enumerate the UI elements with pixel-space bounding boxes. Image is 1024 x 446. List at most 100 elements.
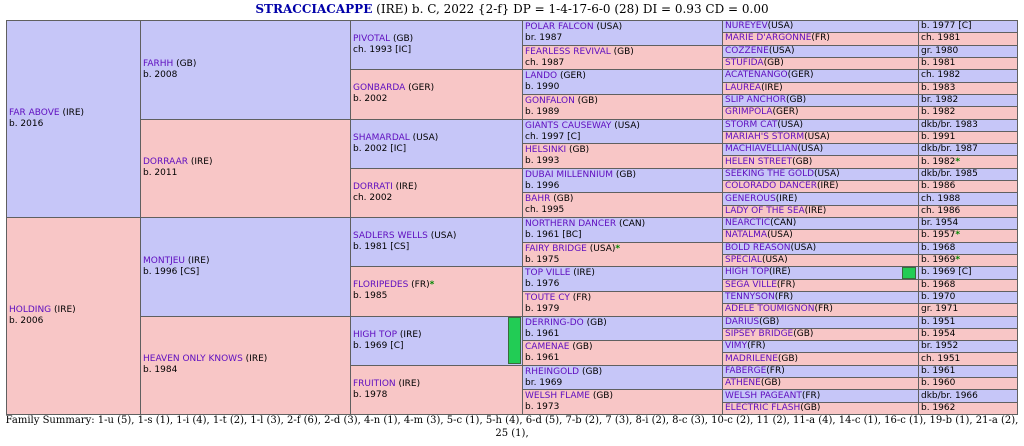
pedigree-cell-gen3: DORRATI (IRE) ch. 2002: [350, 167, 523, 218]
ancestor-country: (USA): [427, 231, 457, 242]
ancestor-name-link[interactable]: PIVOTAL: [353, 34, 391, 45]
pedigree-title: STRACCIACAPPE (IRE) b. C, 2022 {2-f} DP …: [0, 2, 1024, 16]
ancestor-name-link[interactable]: GIANTS CAUSEWAY: [525, 120, 612, 131]
ancestor-foaling: b. 1978: [353, 389, 388, 400]
ancestor-name-link[interactable]: SPECIAL: [725, 255, 762, 266]
pedigree-cell-gen5: NEARCTIC (CAN): [722, 217, 919, 231]
ancestor-country: (USA): [797, 144, 824, 155]
ancestor-name-link[interactable]: MADRILENE: [725, 353, 778, 364]
ancestor-name-link[interactable]: MARIAH'S STORM: [725, 131, 805, 142]
ancestor-name-link[interactable]: DORRATI: [353, 181, 393, 192]
ancestor-name-link[interactable]: ELECTRIC FLASH: [725, 402, 801, 413]
ancestor-name-link[interactable]: HEAVEN ONLY KNOWS: [143, 354, 243, 365]
ancestor-name-link[interactable]: TOP VILLE: [525, 268, 571, 279]
ancestor-country: (IRE): [242, 354, 268, 365]
ancestor-name-link[interactable]: TOUTE CY: [525, 292, 570, 303]
ancestor-name-link[interactable]: RHEINGOLD: [525, 366, 580, 377]
pedigree-cell-gen4: HELSINKI (GB) b. 1993: [522, 143, 723, 169]
ancestor-name-link[interactable]: DORRAAR: [143, 157, 188, 168]
ancestor-name-link[interactable]: WELSH FLAME: [525, 391, 590, 402]
ancestor-country: (USA): [768, 45, 795, 56]
ancestor-foaling: dkb/br. 1966: [921, 390, 978, 401]
ancestor-name-link[interactable]: BOLD REASON: [725, 242, 791, 253]
horse-name-link[interactable]: STRACCIACAPPE: [255, 2, 373, 16]
ancestor-name-link[interactable]: FABERGE: [725, 365, 767, 376]
ancestor-name-link[interactable]: HELSINKI: [525, 145, 567, 156]
pedigree-cell-gen5: SLIP ANCHOR (GB): [722, 93, 919, 108]
ancestor-name-link[interactable]: HELEN STREET: [725, 156, 793, 167]
pedigree-cell-gen5: COLORADO DANCER (IRE): [722, 180, 919, 194]
ancestor-name-link[interactable]: FARHH: [143, 58, 174, 69]
ancestor-name-link[interactable]: STUFIDA: [725, 58, 764, 69]
ancestor-name-link[interactable]: SEEKING THE GOLD: [725, 168, 815, 179]
ancestor-name-link[interactable]: FEARLESS REVIVAL: [525, 46, 611, 57]
pedigree-cell-gen5-info: b. 1982 *: [918, 155, 1018, 169]
ancestor-name-link[interactable]: ATHENE: [725, 378, 761, 389]
ancestor-name-link[interactable]: DERRING-DO: [525, 317, 584, 328]
ancestor-name-link[interactable]: SLIP ANCHOR: [725, 95, 786, 106]
pedigree-cell-gen4: DUBAI MILLENNIUM (GB) b. 1996: [522, 167, 723, 194]
ancestor-name-link[interactable]: NATALMA: [725, 230, 768, 241]
ancestor-name-link[interactable]: HOLDING: [9, 305, 52, 315]
ancestor-country: (GB): [800, 402, 821, 413]
ancestor-foaling: b. 1969 [C]: [353, 340, 404, 351]
pedigree-cell-gen5: MARIE D'ARGONNE (FR): [722, 32, 919, 46]
ancestor-name-link[interactable]: SIPSEY BRIDGE: [725, 328, 794, 339]
pedigree-cell-gen5-info: br. 1954: [918, 217, 1018, 231]
ancestor-name-link[interactable]: FAR ABOVE: [9, 108, 60, 118]
ancestor-name-link[interactable]: SHAMARDAL: [353, 132, 410, 143]
ancestor-name-link[interactable]: DUBAI MILLENNIUM: [525, 169, 613, 180]
ancestor-country: (FR): [776, 279, 796, 290]
pedigree-cell-gen3: GONBARDA (GER) b. 2002: [350, 69, 523, 120]
ancestor-name-link[interactable]: FAIRY BRIDGE: [525, 243, 587, 254]
ancestor-name-link[interactable]: LANDO: [525, 71, 558, 82]
ancestor-name-link[interactable]: ACATENANGO: [725, 70, 788, 81]
ancestor-country: (USA): [790, 242, 817, 253]
ancestor-name-link[interactable]: HIGH TOP: [353, 329, 398, 340]
ancestor-country: (IRE): [397, 329, 422, 340]
pedigree-cell-gen5: NATALMA (USA): [722, 229, 919, 243]
ancestor-country: (CAN): [770, 218, 797, 229]
ancestor-name-link[interactable]: STORM CAT: [725, 119, 778, 130]
ancestor-name-link[interactable]: TENNYSON: [725, 292, 775, 303]
ancestor-country: (GER): [405, 83, 435, 94]
pedigree-cell-gen5: SIPSEY BRIDGE (GB): [722, 327, 919, 342]
pedigree-cell-gen4: TOUTE CY (FR) b. 1979: [522, 290, 723, 317]
ancestor-name-link[interactable]: HIGH TOP: [725, 267, 770, 278]
ancestor-name-link[interactable]: GENEROUS: [725, 193, 776, 204]
ancestor-name-link[interactable]: FRUITION: [353, 378, 396, 389]
ancestor-name-link[interactable]: FLORIPEDES: [353, 280, 409, 291]
ancestor-name-link[interactable]: GONBARDA: [353, 83, 406, 94]
pedigree-cell-gen5-info: b. 1968: [918, 278, 1018, 292]
pedigree-cell-gen5-info: b. 1982: [918, 106, 1018, 120]
ancestor-name-link[interactable]: CAMENAE: [525, 342, 570, 353]
pedigree-cell-gen5-info: b. 1991: [918, 130, 1018, 145]
ancestor-foaling: ch. 1988: [921, 193, 961, 204]
ancestor-name-link[interactable]: NEARCTIC: [725, 218, 771, 229]
ancestor-name-link[interactable]: DARIUS: [725, 316, 760, 327]
ancestor-name-link[interactable]: LADY OF THE SEA: [725, 205, 805, 216]
ancestor-name-link[interactable]: MARIE D'ARGONNE: [725, 33, 812, 44]
ancestor-name-link[interactable]: NORTHERN DANCER: [525, 219, 617, 229]
ancestor-name-link[interactable]: LAUREA: [725, 82, 762, 93]
ancestor-country: (FR): [569, 292, 592, 303]
ancestor-name-link[interactable]: COLORADO DANCER: [725, 181, 817, 192]
ancestor-name-link[interactable]: NUREYEV: [725, 21, 768, 32]
ancestor-name-link[interactable]: BAHR: [525, 194, 551, 205]
ancestor-name-link[interactable]: COZZENE: [725, 45, 769, 56]
horse-details: (IRE) b. C, 2022 {2-f} DP = 1-4-17-6-0 (…: [372, 2, 769, 16]
ancestor-name-link[interactable]: GONFALON: [525, 95, 575, 106]
ancestor-country: (GER): [557, 71, 586, 82]
ancestor-name-link[interactable]: VIMY: [725, 341, 748, 352]
ancestor-name-link[interactable]: SEGA VILLE: [725, 279, 777, 290]
ancestor-name-link[interactable]: GRIMPOLA: [725, 107, 773, 118]
ancestor-name-link[interactable]: WELSH PAGEANT: [725, 390, 802, 401]
ancestor-name-link[interactable]: POLAR FALCON: [525, 22, 594, 32]
ancestor-name-link[interactable]: MONTJEU: [143, 255, 186, 266]
pedigree-cell-gen4: LANDO (GER) b. 1990: [522, 69, 723, 95]
ancestor-foaling: ch. 1987: [525, 57, 565, 68]
ancestor-name-link[interactable]: ADELE TOUMIGNON: [725, 304, 815, 315]
ancestor-name-link[interactable]: SADLERS WELLS: [353, 231, 428, 242]
ancestor-name-link[interactable]: MACHIAVELLIAN: [725, 144, 798, 155]
ancestor-foaling: ch. 2002: [353, 192, 393, 203]
